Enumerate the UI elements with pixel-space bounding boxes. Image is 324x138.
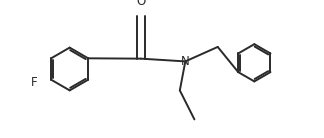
- Text: N: N: [181, 55, 190, 68]
- Text: O: O: [136, 0, 145, 8]
- Text: F: F: [31, 76, 38, 89]
